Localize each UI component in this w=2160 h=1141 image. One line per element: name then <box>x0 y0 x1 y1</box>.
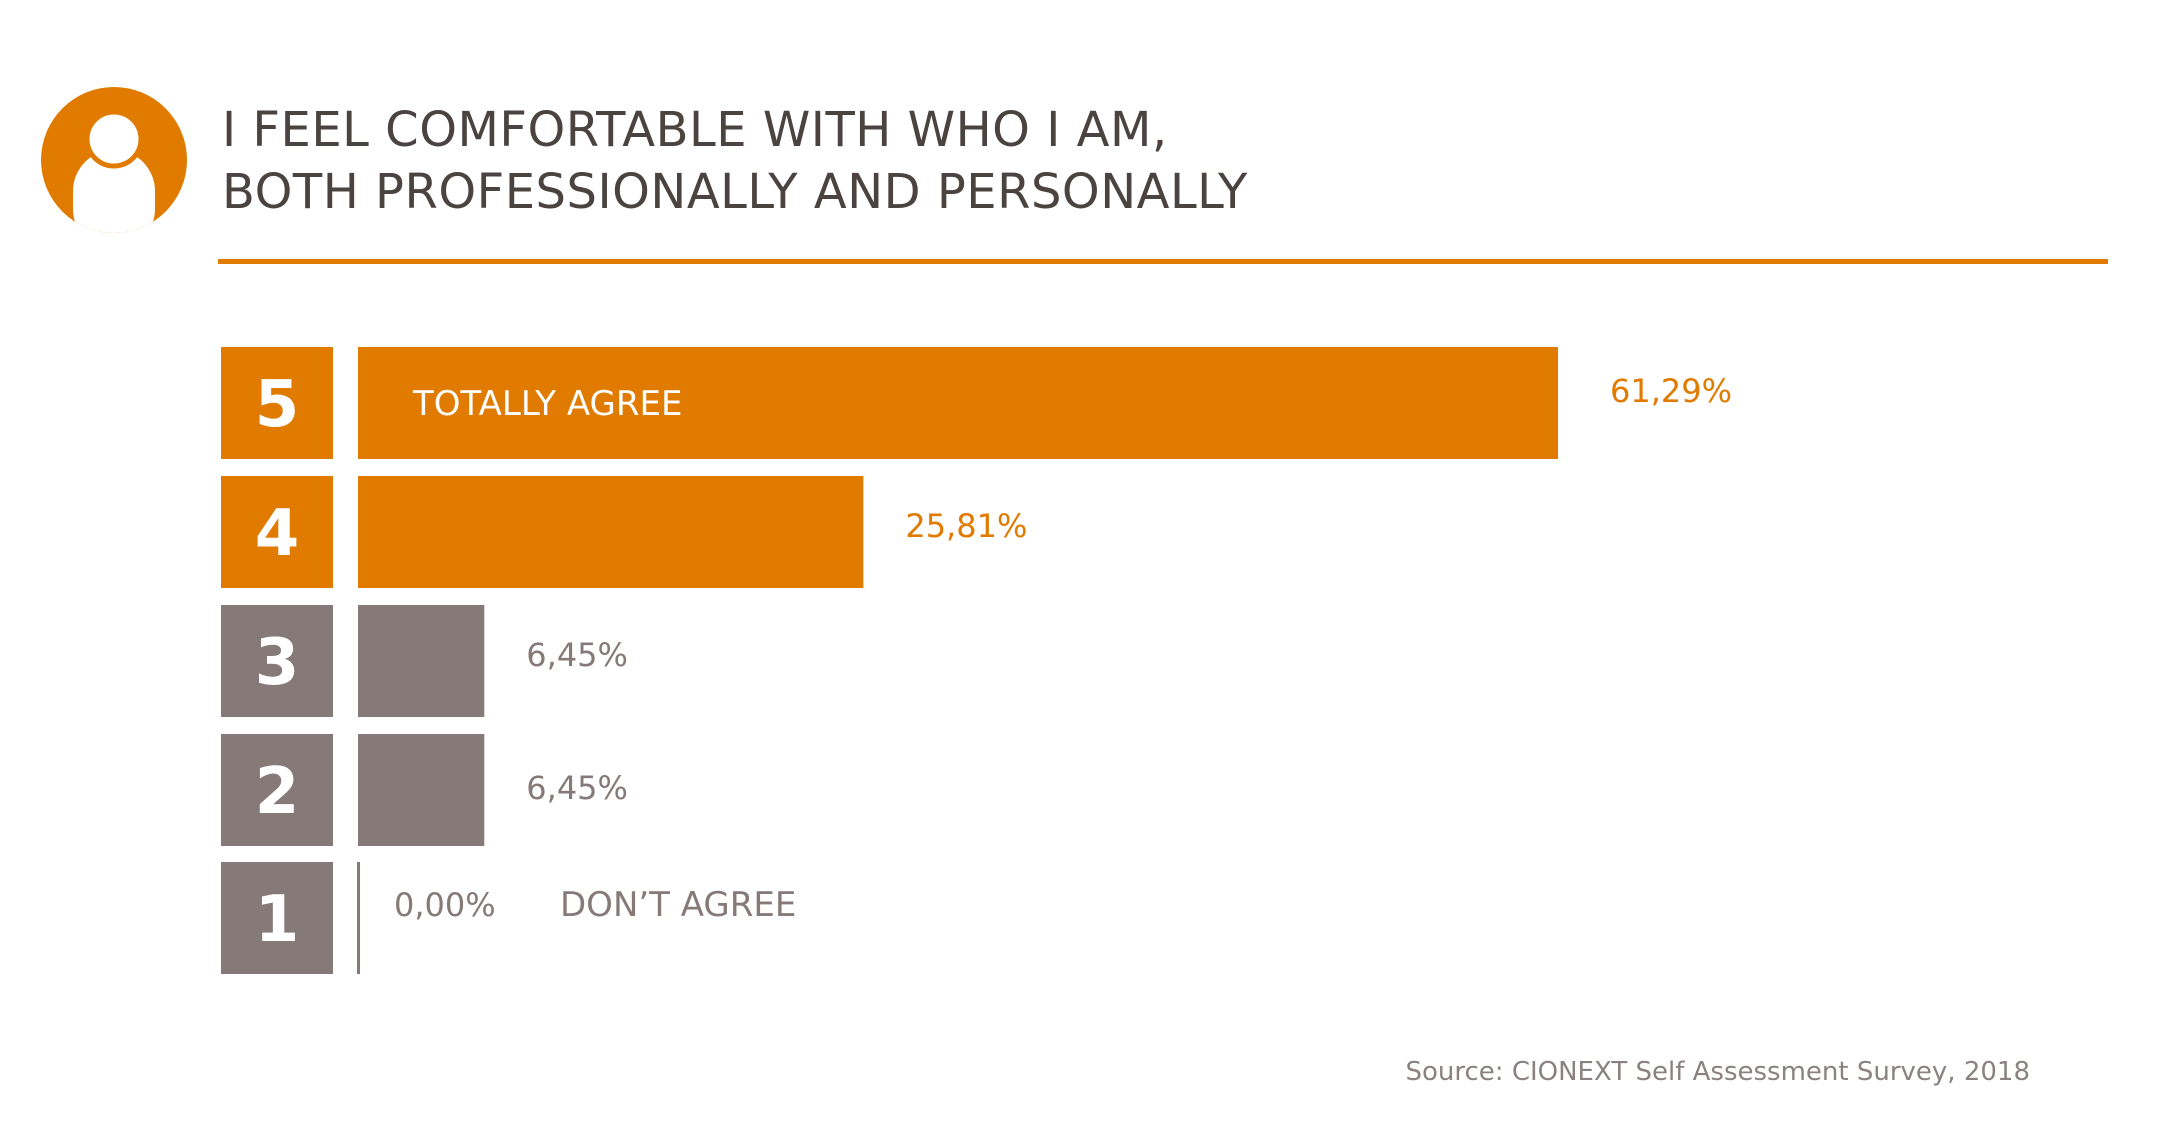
rank-box-2 <box>221 734 333 846</box>
rank-label-5: 5 <box>255 368 300 442</box>
rank-box-5 <box>221 347 333 459</box>
icon-head <box>84 109 144 169</box>
title-divider <box>218 259 2108 264</box>
category-label-1: DON’T AGREE <box>560 885 796 925</box>
rank-label-2: 2 <box>255 755 300 829</box>
value-label-3: 6,45% <box>526 636 628 674</box>
rank-label-3: 3 <box>255 626 300 700</box>
value-label-2: 6,45% <box>526 769 628 807</box>
bar-4 <box>358 476 864 588</box>
bar-2 <box>358 734 485 846</box>
bar-3 <box>358 605 485 717</box>
value-label-5: 61,29% <box>1610 372 1732 410</box>
source-note: Source: CIONEXT Self Assessment Survey, … <box>1406 1057 2031 1087</box>
title-line-1: I FEEL COMFORTABLE WITH WHO I AM, <box>222 102 1168 158</box>
category-label-5: TOTALLY AGREE <box>412 384 682 424</box>
rank-box-1 <box>221 862 333 974</box>
rank-box-3 <box>221 605 333 717</box>
person-icon <box>41 87 187 233</box>
bars-group: 5 61,29% TOTALLY AGREE 4 25,81% 3 6,45% 2 6,45% 1… <box>221 347 1732 974</box>
bar-1 <box>357 862 360 974</box>
rank-label-1: 1 <box>255 883 300 957</box>
icon-body <box>73 150 155 233</box>
rank-box-4 <box>221 476 333 588</box>
value-label-1: 0,00% <box>394 886 496 924</box>
bar-5 <box>358 347 1558 459</box>
value-label-4: 25,81% <box>905 507 1027 545</box>
title-line-2: BOTH PROFESSIONALLY AND PERSONALLY <box>222 164 1248 220</box>
rank-label-4: 4 <box>255 497 300 571</box>
